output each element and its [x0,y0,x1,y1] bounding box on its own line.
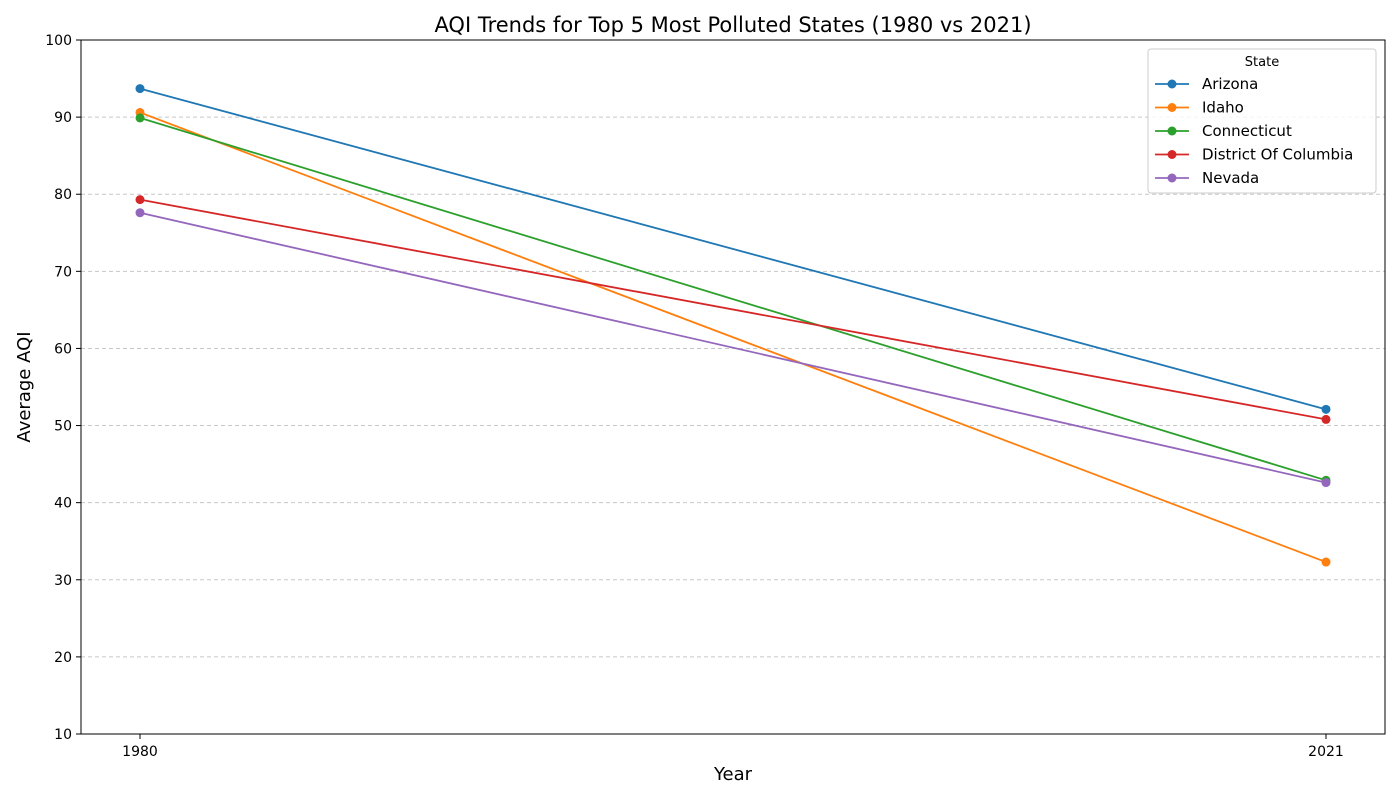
y-axis-ticks: 10 20 30 40 50 60 70 80 90 100 [45,33,81,743]
legend-label: Idaho [1202,99,1244,117]
data-point [1321,414,1331,424]
series-nevada [135,208,1331,488]
series-line [139,198,1327,421]
x-axis-title: Year [713,764,753,785]
y-tick-label: 60 [54,341,72,357]
legend-marker [1167,173,1177,183]
y-axis-title: Average AQI [14,331,35,442]
legend-marker [1167,103,1177,112]
y-tick-label: 80 [54,187,72,203]
legend-title: State [1245,55,1279,70]
legend-item: Arizona [1155,75,1258,93]
series-line [139,117,1327,482]
y-tick-label: 100 [45,33,72,49]
legend-box [1147,48,1377,194]
y-tick-label: 30 [54,573,72,589]
x-tick-label: 1980 [122,744,158,760]
data-point [135,113,145,123]
legend-label: Arizona [1202,75,1258,93]
legend-items: Arizona Idaho Connecticut District Of Colum… [1155,75,1353,187]
legend-item: Idaho [1155,99,1244,117]
grid-lines [81,116,1385,658]
data-point [135,195,145,205]
data-point [1321,478,1331,488]
plot-frame [80,39,1386,735]
data-point [1321,404,1331,414]
y-tick-label: 40 [54,496,72,512]
data-point [1321,557,1331,567]
series-idaho [135,107,1331,567]
axes [80,39,1386,735]
legend-label: Nevada [1202,169,1259,187]
y-tick-label: 20 [54,650,72,666]
legend-item: Connecticut [1155,122,1292,140]
legend-label: Connecticut [1202,122,1292,140]
data-point [135,208,145,218]
legend-item: Nevada [1155,169,1259,187]
legend-marker [1167,126,1177,136]
y-tick-label: 70 [54,264,72,280]
series-arizona [135,84,1331,414]
series-line [139,111,1327,563]
legend: State Arizona Idaho Connecticut District Of… [1147,48,1377,194]
series [135,84,1331,567]
x-tick-label: 2021 [1308,744,1344,760]
series-line [139,211,1327,484]
data-point [135,84,145,94]
x-axis-ticks: 1980 2021 [122,734,1344,760]
series-district-of-columbia [135,195,1331,424]
legend-marker [1167,79,1177,89]
series-line [139,87,1327,411]
y-tick-label: 90 [54,110,72,126]
legend-marker [1167,150,1177,159]
y-tick-label: 10 [54,727,72,743]
y-tick-label: 50 [54,419,72,435]
chart-title: AQI Trends for Top 5 Most Polluted State… [434,13,1031,37]
legend-label: District Of Columbia [1202,146,1353,164]
legend-item: District Of Columbia [1155,146,1353,164]
